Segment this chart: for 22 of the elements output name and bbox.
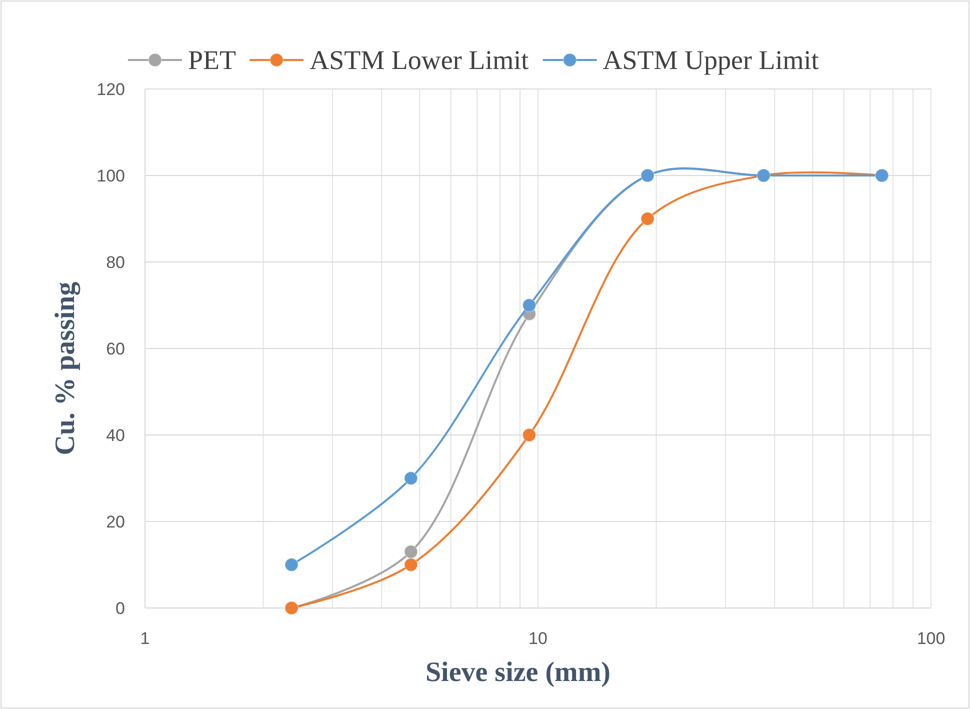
x-tick-label: 10 (528, 629, 548, 648)
y-tick-label: 20 (106, 512, 125, 532)
x-tick-label: 100 (916, 629, 946, 648)
y-tick-label: 100 (96, 166, 125, 186)
y-tick-label: 120 (96, 80, 125, 99)
point (404, 544, 418, 559)
point (640, 212, 655, 226)
x-axis-title: Sieve size (mm) (425, 657, 611, 688)
y-tick-label: 40 (106, 426, 125, 445)
y-tick-label: 60 (106, 340, 125, 358)
y-tick-label: 80 (106, 253, 125, 272)
y-axis-title: Cu. % passing (50, 282, 81, 456)
point (522, 428, 536, 442)
legend-label: PET (188, 45, 237, 75)
legend-label: ASTM Lower Limit (310, 45, 530, 75)
point (284, 558, 299, 572)
legend-label: ASTM Upper Limit (602, 45, 820, 75)
point (404, 558, 418, 572)
y-tick-label: 0 (116, 599, 125, 618)
x-tick-label: 1 (140, 629, 150, 648)
point (522, 298, 536, 312)
point (404, 471, 418, 486)
